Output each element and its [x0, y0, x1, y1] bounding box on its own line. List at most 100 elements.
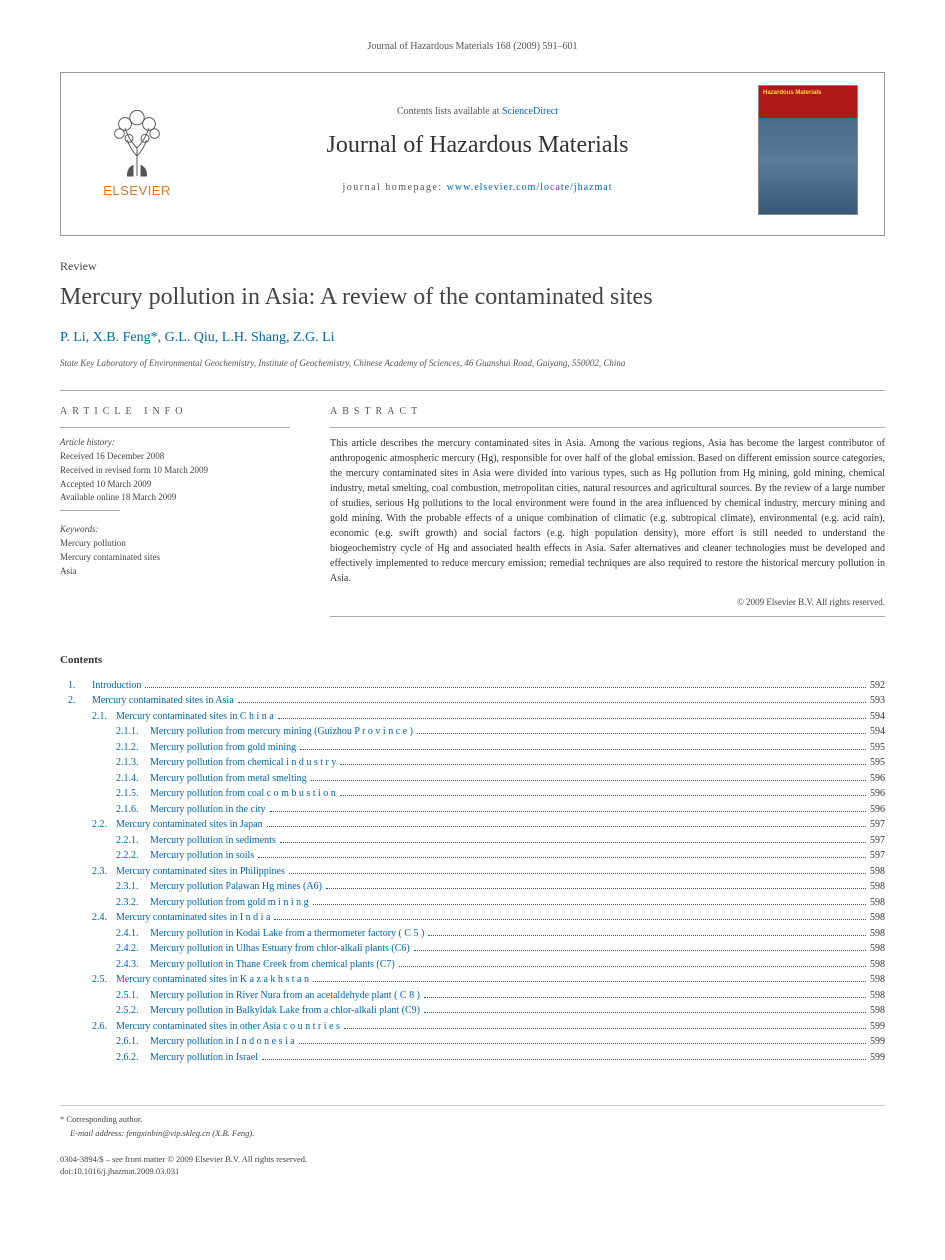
divider [60, 390, 885, 391]
homepage-prefix: journal homepage: [342, 182, 442, 193]
toc-page: 596 [870, 772, 885, 787]
toc-leader-dots [417, 733, 866, 734]
toc-entry[interactable]: 2.6.1.Mercury pollution in I n d o n e s… [60, 1035, 885, 1050]
toc-entry[interactable]: 2.1.1.Mercury pollution from mercury min… [60, 725, 885, 740]
toc-number: 2.3.1. [60, 880, 150, 895]
history-line: Received in revised form 10 March 2009 [60, 464, 290, 477]
toc-entry[interactable]: 1.Introduction592 [60, 679, 885, 694]
publisher-logo: ELSEVIER [77, 100, 197, 200]
toc-entry[interactable]: 2.5.1.Mercury pollution in River Nura fr… [60, 989, 885, 1004]
toc-number: 2.6.1. [60, 1035, 150, 1050]
toc-entry[interactable]: 2.2.Mercury contaminated sites in Japan5… [60, 818, 885, 833]
toc-leader-dots [313, 904, 866, 905]
keywords-label: Keywords: [60, 523, 290, 536]
toc-number: 2.3.2. [60, 896, 150, 911]
toc-number: 2.4.1. [60, 927, 150, 942]
toc-leader-dots [424, 1012, 866, 1013]
toc-page: 599 [870, 1035, 885, 1050]
toc-entry[interactable]: 2.3.Mercury contaminated sites in Philip… [60, 865, 885, 880]
toc-leader-dots [267, 826, 866, 827]
toc-number: 2.1.1. [60, 725, 150, 740]
toc-label: Mercury pollution from mercury mining (G… [150, 725, 413, 740]
toc-label: Mercury contaminated sites in C h i n a [116, 710, 274, 725]
toc-label: Mercury pollution in the city [150, 803, 266, 818]
toc-entry[interactable]: 2.4.1.Mercury pollution in Kodai Lake fr… [60, 927, 885, 942]
toc-entry[interactable]: 2.6.2. Mercury pollution in Israel599 [60, 1051, 885, 1066]
elsevier-tree-icon [97, 100, 177, 180]
toc-leader-dots [238, 702, 866, 703]
toc-label: Mercury pollution from chemical i n d u … [150, 756, 336, 771]
toc-leader-dots [280, 842, 866, 843]
journal-homepage-link[interactable]: www.elsevier.com/locate/jhazmat [447, 182, 613, 193]
toc-entry[interactable]: 2.1.Mercury contaminated sites in C h i … [60, 710, 885, 725]
toc-label: Mercury pollution in Balkyldak Lake from… [150, 1004, 420, 1019]
toc-entry[interactable]: 2.2.2. Mercury pollution in soils597 [60, 849, 885, 864]
toc-number: 2.2.1. [60, 834, 150, 849]
journal-header: ELSEVIER Contents lists available at Sci… [60, 72, 885, 236]
toc-entry[interactable]: 2.2.1.Mercury pollution in sediments597 [60, 834, 885, 849]
citation-line: Journal of Hazardous Materials 168 (2009… [60, 40, 885, 54]
author-list[interactable]: P. Li, X.B. Feng*, G.L. Qiu, L.H. Shang,… [60, 328, 885, 348]
toc-entry[interactable]: 2.5.Mercury contaminated sites in K a z … [60, 973, 885, 988]
toc-number: 2.6.2. [60, 1051, 150, 1066]
toc-entry[interactable]: 2.1.2.Mercury pollution from gold mining… [60, 741, 885, 756]
abstract-block: ABSTRACT This article describes the merc… [330, 405, 885, 626]
toc-page: 598 [870, 896, 885, 911]
toc-leader-dots [299, 1043, 866, 1044]
toc-number: 2.4.2. [60, 942, 150, 957]
toc-label: Mercury pollution in I n d o n e s i a [150, 1035, 295, 1050]
toc-label: Mercury contaminated sites in Philippine… [116, 865, 285, 880]
toc-entry[interactable]: 2.1.3.Mercury pollution from chemical i … [60, 756, 885, 771]
toc-page: 598 [870, 880, 885, 895]
toc-label: Mercury pollution in Israel [150, 1051, 258, 1066]
sciencedirect-link[interactable]: ScienceDirect [502, 106, 558, 117]
toc-number: 2.1.4. [60, 772, 150, 787]
toc-label: Mercury pollution in River Nura from an … [150, 989, 420, 1004]
toc-entry[interactable]: 2.6.Mercury contaminated sites in other … [60, 1020, 885, 1035]
toc-entry[interactable]: 2.1.6.Mercury pollution in the city596 [60, 803, 885, 818]
toc-number: 2.3. [60, 865, 116, 880]
article-info-block: ARTICLE INFO Article history: Received 1… [60, 405, 290, 626]
affiliation: State Key Laboratory of Environmental Ge… [60, 357, 885, 370]
toc-entry[interactable]: 2.4.Mercury contaminated sites in I n d … [60, 911, 885, 926]
abstract-heading: ABSTRACT [330, 405, 885, 419]
corresponding-email[interactable]: fengxinbin@vip.skleg.cn (X.B. Feng). [126, 1128, 254, 1138]
toc-label: Mercury pollution from metal smelting [150, 772, 307, 787]
abstract-copyright: © 2009 Elsevier B.V. All rights reserved… [330, 596, 885, 609]
toc-number: 2. [60, 694, 92, 709]
toc-leader-dots [399, 966, 866, 967]
toc-entry[interactable]: 2.4.3.Mercury pollution in Thane Creek f… [60, 958, 885, 973]
toc-entry[interactable]: 2.Mercury contaminated sites in Asia593 [60, 694, 885, 709]
toc-label: Mercury pollution in Ulhas Estuary from … [150, 942, 410, 957]
toc-page: 596 [870, 803, 885, 818]
abstract-text: This article describes the mercury conta… [330, 436, 885, 586]
toc-entry[interactable]: 2.3.1.Mercury pollution Palawan Hg mines… [60, 880, 885, 895]
history-line: Available online 18 March 2009 [60, 491, 290, 504]
toc-label: Mercury contaminated sites in K a z a k … [116, 973, 309, 988]
toc-entry[interactable]: 2.3.2.Mercury pollution from gold m i n … [60, 896, 885, 911]
toc-leader-dots [270, 811, 866, 812]
toc-label: Introduction [92, 679, 141, 694]
toc-leader-dots [414, 950, 866, 951]
toc-entry[interactable]: 2.4.2. Mercury pollution in Ulhas Estuar… [60, 942, 885, 957]
keyword: Mercury pollution [60, 537, 290, 550]
toc-page: 597 [870, 818, 885, 833]
toc-entry[interactable]: 2.1.4.Mercury pollution from metal smelt… [60, 772, 885, 787]
toc-page: 598 [870, 958, 885, 973]
toc-entry[interactable]: 2.5.2.Mercury pollution in Balkyldak Lak… [60, 1004, 885, 1019]
toc-leader-dots [274, 919, 866, 920]
keyword: Asia [60, 565, 290, 578]
contents-prefix: Contents lists available at [397, 106, 499, 117]
doi-line[interactable]: doi:10.1016/j.jhazmat.2009.03.031 [60, 1166, 885, 1178]
toc-number: 2.2. [60, 818, 116, 833]
toc-entry[interactable]: 2.1.5.Mercury pollution from coal c o m … [60, 787, 885, 802]
toc-label: Mercury pollution in Thane Creek from ch… [150, 958, 395, 973]
toc-page: 598 [870, 865, 885, 880]
toc-leader-dots [326, 888, 866, 889]
toc-label: Mercury contaminated sites in other Asia… [116, 1020, 340, 1035]
toc-page: 594 [870, 710, 885, 725]
toc-leader-dots [344, 1028, 866, 1029]
toc-page: 597 [870, 834, 885, 849]
contents-available-line: Contents lists available at ScienceDirec… [209, 105, 746, 119]
toc-leader-dots [145, 687, 866, 688]
